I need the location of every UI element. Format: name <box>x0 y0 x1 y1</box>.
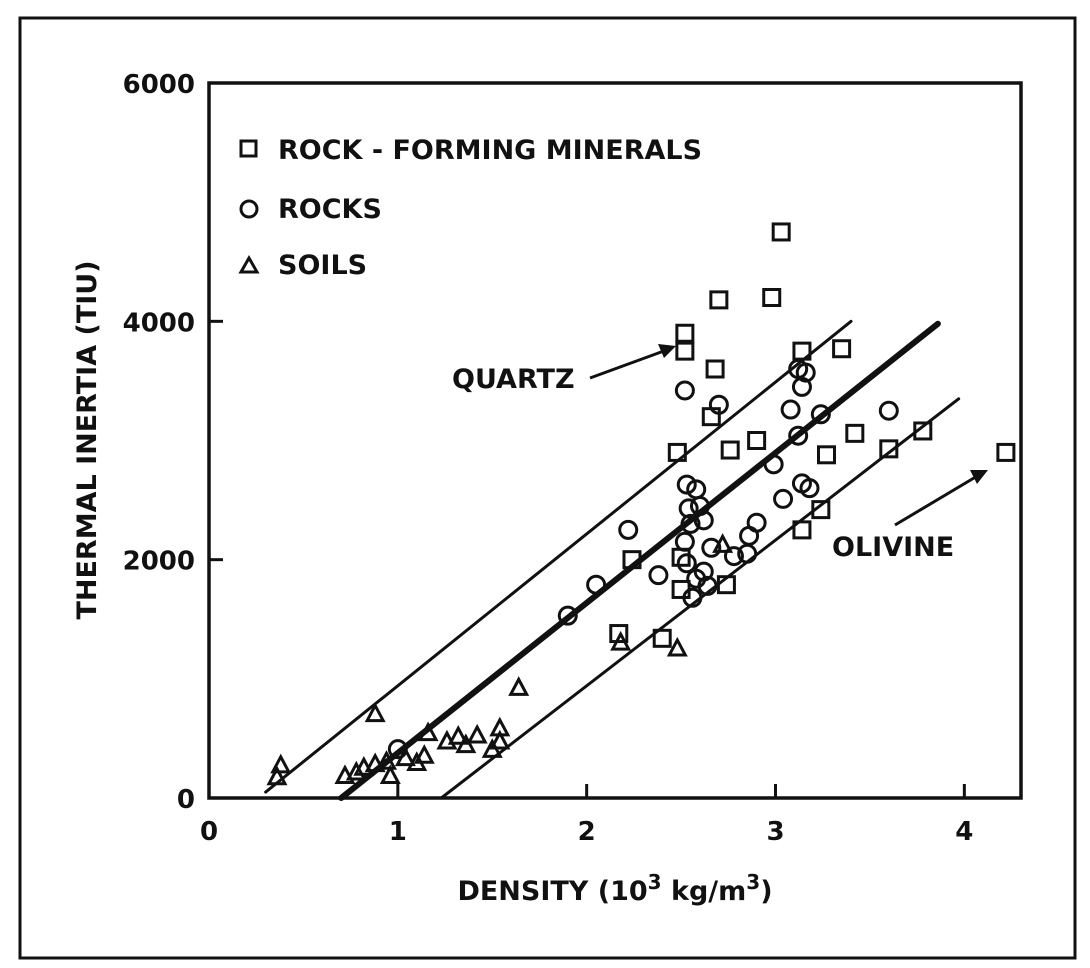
soil-triangle-point <box>610 630 632 651</box>
rock-circle-point <box>689 496 710 517</box>
soil-triangle-point <box>270 753 292 774</box>
mineral-square-point <box>675 323 695 343</box>
soil-triangle-point <box>413 744 435 764</box>
legend-label-minerals: ROCK - FORMING MINERALS <box>278 135 702 166</box>
x-tick-label: 1 <box>389 817 407 847</box>
soil-triangle-point <box>376 750 398 770</box>
soil-triangle-point <box>666 636 688 657</box>
rock-circle-point <box>791 376 812 397</box>
soil-triangle-point <box>364 752 386 773</box>
legend-square-marker <box>239 139 258 158</box>
data-markers <box>266 222 1016 786</box>
rock-circle-point <box>682 587 703 608</box>
rock-circle-point <box>708 394 729 415</box>
mineral-square-point <box>996 442 1016 462</box>
mineral-square-point <box>747 431 767 450</box>
annotation-olivine: OLIVINE <box>832 532 954 563</box>
x-tick-label: 3 <box>766 817 784 847</box>
y-axis-label: THERMAL INERTIA (TIU) <box>72 260 103 619</box>
y-tick-label: 4000 <box>123 308 195 338</box>
y-tick-label: 6000 <box>123 70 195 100</box>
soil-triangle-point <box>712 533 734 553</box>
plot-area-border <box>207 81 1023 800</box>
annotations: QUARTZ OLIVINE <box>452 344 988 563</box>
mineral-square-point <box>720 440 740 460</box>
mineral-square-point <box>716 575 736 595</box>
soil-triangle-point <box>455 733 477 754</box>
rock-circle-point <box>773 488 794 509</box>
rock-circle-point <box>799 478 820 499</box>
legend: ROCK - FORMING MINERALS ROCKS SOILS <box>238 135 702 281</box>
mineral-square-point <box>879 439 899 459</box>
rock-circle-point <box>676 474 697 495</box>
rock-circle-point <box>674 531 695 552</box>
mineral-square-point <box>705 359 725 379</box>
rock-circle-point <box>780 399 801 420</box>
mineral-square-point <box>771 222 791 242</box>
mineral-square-point <box>845 423 865 443</box>
soil-triangle-point <box>345 760 367 781</box>
rock-circle-point <box>763 454 784 475</box>
soil-triangle-point <box>394 746 416 767</box>
mineral-square-point <box>811 500 831 520</box>
rock-circle-point <box>701 537 722 558</box>
annotation-olivine-arrowhead <box>970 470 988 484</box>
annotation-quartz: QUARTZ <box>452 364 575 395</box>
rock-circle-point <box>648 565 669 586</box>
mineral-square-point <box>671 579 691 599</box>
mineral-square-point <box>832 339 852 359</box>
rock-circle-point <box>723 546 744 567</box>
mineral-square-point <box>762 288 782 307</box>
mineral-square-point <box>792 520 812 540</box>
soil-triangle-point <box>508 676 530 696</box>
rock-circle-point <box>618 519 639 540</box>
annotation-quartz-arrowhead <box>658 344 676 358</box>
rock-circle-point <box>878 400 899 421</box>
x-tick-label: 2 <box>578 817 596 847</box>
mineral-square-point <box>816 445 836 465</box>
rock-circle-point <box>680 513 701 534</box>
x-tick-label: 0 <box>200 817 218 847</box>
annotation-quartz-arrow <box>589 346 673 380</box>
rock-circle-point <box>557 605 578 626</box>
rock-circle-point <box>693 561 714 582</box>
x-axis-label: DENSITY (103 kg/m3) <box>457 870 772 907</box>
soil-triangle-point <box>447 725 469 745</box>
legend-label-rocks: ROCKS <box>278 194 382 225</box>
legend-triangle-marker <box>238 254 260 274</box>
soil-triangle-point <box>364 702 386 723</box>
axis-ticks: 0 1 2 3 4 0 2000 4000 6000 <box>123 70 974 847</box>
y-tick-label: 2000 <box>123 547 195 577</box>
rock-circle-point <box>810 404 831 425</box>
soil-triangle-point <box>417 721 439 742</box>
mineral-square-point <box>675 341 695 361</box>
mineral-square-point <box>913 421 933 441</box>
rock-circle-point <box>674 380 695 401</box>
legend-label-soils: SOILS <box>278 250 367 281</box>
soil-triangle-point <box>489 729 511 750</box>
fit-line-1 <box>264 319 853 794</box>
rock-circle-point <box>586 574 607 595</box>
mineral-square-point <box>652 628 672 648</box>
rock-circle-point <box>676 553 697 574</box>
rock-circle-point <box>788 425 809 446</box>
mineral-square-point <box>667 442 687 462</box>
mineral-square-point <box>709 290 729 310</box>
legend-circle-marker <box>239 199 259 219</box>
rock-circle-point <box>746 512 767 533</box>
mineral-square-point <box>609 624 629 644</box>
mineral-square-point <box>792 341 812 361</box>
rock-circle-point <box>693 510 714 531</box>
annotation-olivine-arrow <box>894 470 985 527</box>
mineral-square-point <box>622 550 642 570</box>
outer-frame <box>18 16 1077 960</box>
soil-triangle-point <box>379 764 401 785</box>
soil-triangle-point <box>266 765 288 786</box>
y-tick-label: 0 <box>177 785 195 815</box>
rock-circle-point <box>795 362 816 383</box>
soil-triangle-point <box>466 723 488 744</box>
rock-circle-point <box>697 575 718 596</box>
x-tick-label: 4 <box>955 817 973 847</box>
